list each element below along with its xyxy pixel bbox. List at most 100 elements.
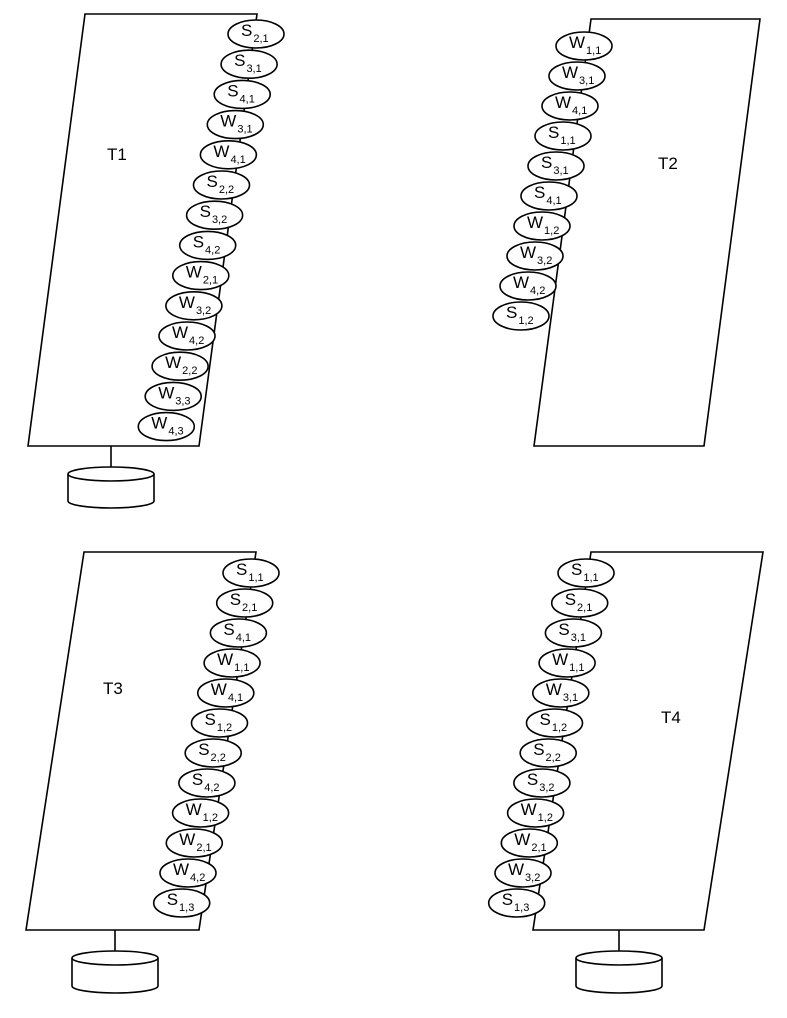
node-s-2-2-label: S2,2: [533, 740, 561, 764]
node-w-2-1-ellipse: [172, 260, 230, 291]
node-s-3-1-label: S3,1: [558, 620, 586, 644]
node-w-2-2-ellipse: [151, 351, 209, 382]
node-w-3-2-letter: W: [520, 243, 536, 262]
panel-t4: T4 S1,1S2,1S3,1W1,1W3,1S1,2S2,2S3,2W1,2W…: [487, 551, 764, 994]
node-w-3-1: W3,1: [206, 109, 265, 140]
node-s-4-1: S4,1: [520, 181, 578, 211]
node-w-2-1-label: W2,1: [186, 263, 218, 287]
node-w-4-2-ellipse: [158, 321, 216, 351]
node-s-1-3-letter: S: [502, 890, 513, 909]
node-s-1-1: S1,1: [557, 558, 615, 588]
node-s-1-1-subscript: 1,1: [560, 135, 575, 147]
node-s-2-1-subscript: 2,1: [242, 602, 257, 614]
panel-t3-label: T3: [103, 679, 123, 698]
node-s-4-1-ellipse: [520, 181, 578, 211]
node-w-1-1-letter: W: [217, 650, 233, 669]
node-w-3-1-letter: W: [220, 112, 236, 131]
node-w-3-3-subscript: 3,3: [175, 395, 190, 407]
node-s-4-1-label: S4,1: [227, 81, 255, 105]
node-s-3-1-letter: S: [558, 620, 569, 639]
node-w-1-2-ellipse: [171, 798, 230, 828]
node-w-1-2-subscript: 1,2: [538, 812, 553, 824]
node-w-4-2-ellipse: [499, 271, 557, 301]
node-w-3-2: W3,2: [165, 290, 223, 321]
node-s-2-2-subscript: 2,2: [219, 184, 234, 196]
node-w-2-1-subscript: 2,1: [203, 275, 218, 287]
node-w-3-2: W3,2: [506, 241, 564, 271]
node-s-3-1-subscript: 3,1: [571, 632, 586, 644]
panel-t4-database-rim: [575, 957, 663, 966]
node-s-2-2-label: S2,2: [207, 172, 235, 196]
node-s-2-2: S2,2: [192, 170, 251, 200]
node-s-1-1: S1,1: [534, 121, 592, 151]
node-s-4-1-label: S4,1: [534, 183, 562, 207]
panel-t1-label: T1: [107, 145, 127, 164]
node-s-3-1-ellipse: [544, 618, 603, 648]
node-s-3-2-ellipse: [513, 768, 571, 798]
node-s-1-2-label: S1,2: [506, 303, 534, 327]
node-s-1-3-subscript: 1,3: [179, 902, 194, 914]
node-s-1-3: S1,3: [487, 888, 546, 918]
node-w-3-3-letter: W: [158, 383, 174, 402]
node-w-1-2-subscript: 1,2: [203, 812, 218, 824]
node-w-2-2-letter: W: [165, 353, 181, 372]
node-s-1-1-letter: S: [548, 123, 559, 142]
node-w-4-3-ellipse: [137, 411, 196, 442]
node-s-3-2: S3,2: [185, 200, 244, 230]
node-s-2-1-letter: S: [230, 590, 241, 609]
node-s-2-1-subscript: 2,1: [577, 602, 592, 614]
node-s-2-1-label: S2,1: [565, 590, 593, 614]
panel-t4-label: T4: [661, 708, 681, 727]
node-w-3-1-label: W3,1: [220, 112, 252, 136]
node-s-1-2-ellipse: [492, 301, 550, 331]
node-s-2-2-ellipse: [519, 738, 578, 768]
node-s-1-1-ellipse: [557, 558, 615, 588]
node-w-1-2-ellipse: [506, 798, 565, 828]
node-s-1-1-letter: S: [236, 560, 247, 579]
node-s-2-1: S2,1: [227, 19, 285, 49]
node-w-3-2-letter: W: [508, 860, 524, 879]
node-w-3-1-label: W3,1: [562, 63, 594, 87]
node-w-1-1-subscript: 1,1: [569, 662, 584, 674]
node-w-1-2: W1,2: [171, 798, 230, 828]
node-s-2-2-ellipse: [192, 170, 251, 200]
node-s-1-3-label: S1,3: [502, 890, 530, 914]
node-w-3-1: W3,1: [548, 61, 606, 91]
node-s-4-2: S4,2: [178, 230, 237, 261]
node-w-2-1-letter: W: [179, 830, 195, 849]
node-s-1-2-ellipse: [190, 708, 249, 738]
node-s-1-2-label: S1,2: [205, 710, 233, 734]
node-s-2-2-letter: S: [533, 740, 544, 759]
node-s-4-1-letter: S: [227, 81, 238, 100]
node-s-4-1-letter: S: [534, 183, 545, 202]
node-s-4-1: S4,1: [213, 79, 271, 110]
node-s-4-2-label: S4,2: [192, 770, 220, 794]
node-s-3-1-label: S3,1: [234, 51, 262, 75]
node-s-1-2-letter: S: [506, 303, 517, 322]
node-w-4-1-label: W4,1: [211, 680, 243, 704]
node-w-2-2: W2,2: [151, 351, 209, 382]
node-w-3-1-subscript: 3,1: [237, 124, 252, 136]
node-w-2-1-ellipse: [500, 828, 559, 858]
node-w-2-1-label: W2,1: [514, 830, 546, 854]
node-w-3-1-ellipse: [548, 61, 606, 91]
node-w-3-2-label: W3,2: [520, 243, 552, 267]
node-s-1-1-label: S1,1: [236, 560, 264, 584]
node-w-1-2-label: W1,2: [521, 800, 553, 824]
node-w-1-1-ellipse: [538, 648, 596, 678]
node-w-3-2-ellipse: [494, 858, 552, 888]
node-w-2-1-ellipse: [165, 828, 224, 858]
node-s-1-3: S1,3: [152, 888, 211, 918]
node-s-3-1-label: S3,1: [541, 153, 569, 177]
node-s-3-1-letter: S: [234, 51, 245, 70]
node-w-4-1-ellipse: [197, 678, 255, 708]
node-s-1-3-subscript: 1,3: [514, 902, 529, 914]
node-w-2-1: W2,1: [172, 260, 230, 291]
node-s-1-2: S1,2: [492, 301, 550, 331]
node-s-4-2: S4,2: [178, 768, 236, 798]
node-w-1-1-label: W1,1: [569, 33, 601, 57]
node-w-4-1-ellipse: [199, 140, 258, 170]
node-w-2-2-label: W2,2: [165, 353, 197, 377]
node-s-3-1: S3,1: [544, 618, 603, 648]
node-s-1-1-letter: S: [571, 560, 582, 579]
